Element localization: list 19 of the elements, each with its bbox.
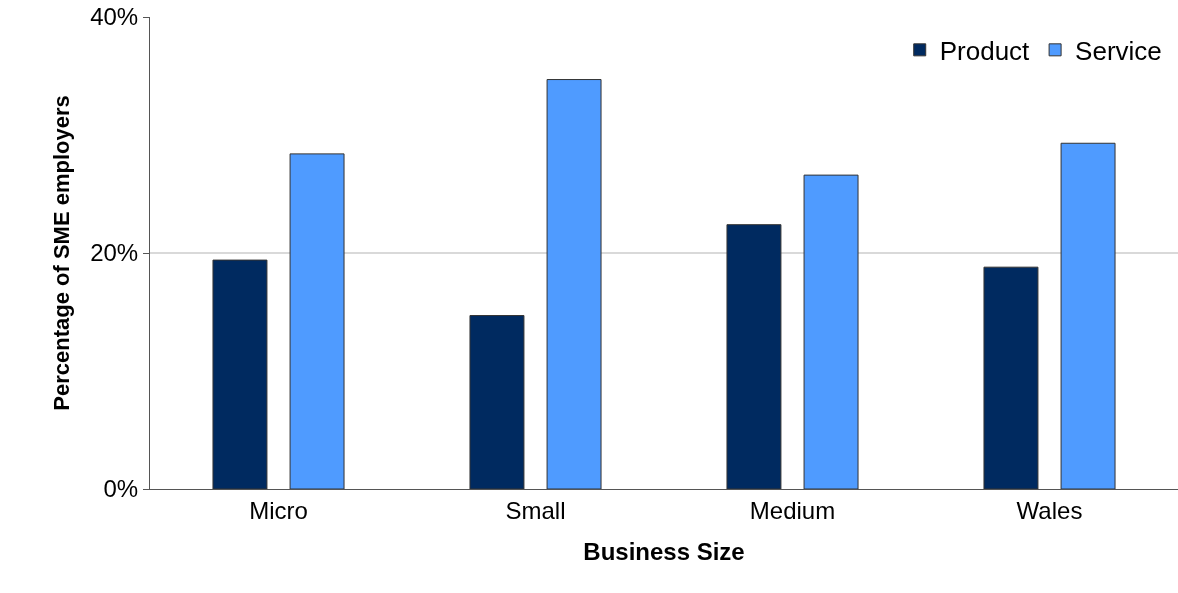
bar <box>212 259 268 489</box>
x-axis-title: Business Size <box>583 538 745 566</box>
x-tick-label: Medium <box>749 496 836 524</box>
bar <box>546 79 602 489</box>
bar <box>1060 142 1116 489</box>
legend-label: Product <box>939 35 1031 66</box>
legend-label: Service <box>1075 35 1162 66</box>
bar <box>469 315 525 489</box>
x-tick-label: Wales <box>1016 496 1083 524</box>
bar <box>289 153 345 489</box>
bar <box>983 266 1039 489</box>
y-tick-label: 0% <box>103 475 139 503</box>
y-tick-label: 20% <box>90 239 139 267</box>
y-axis-title: Percentage of SME employers <box>48 95 74 411</box>
y-tick-label: 40% <box>90 3 139 31</box>
x-tick-label: Small <box>505 496 566 524</box>
bar <box>803 174 859 489</box>
bar <box>726 224 782 489</box>
x-tick-label: Micro <box>249 496 308 524</box>
